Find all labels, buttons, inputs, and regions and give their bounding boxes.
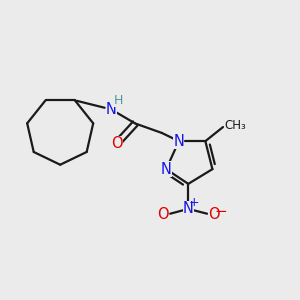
Text: N: N: [173, 134, 184, 149]
Text: N: N: [161, 162, 172, 177]
Text: N: N: [106, 102, 117, 117]
Text: CH₃: CH₃: [224, 119, 246, 132]
Text: O: O: [208, 207, 219, 222]
Text: N: N: [183, 201, 194, 216]
Text: O: O: [111, 136, 122, 151]
Text: −: −: [214, 204, 227, 219]
Text: O: O: [158, 207, 169, 222]
Text: +: +: [189, 196, 200, 209]
Text: H: H: [114, 94, 124, 107]
